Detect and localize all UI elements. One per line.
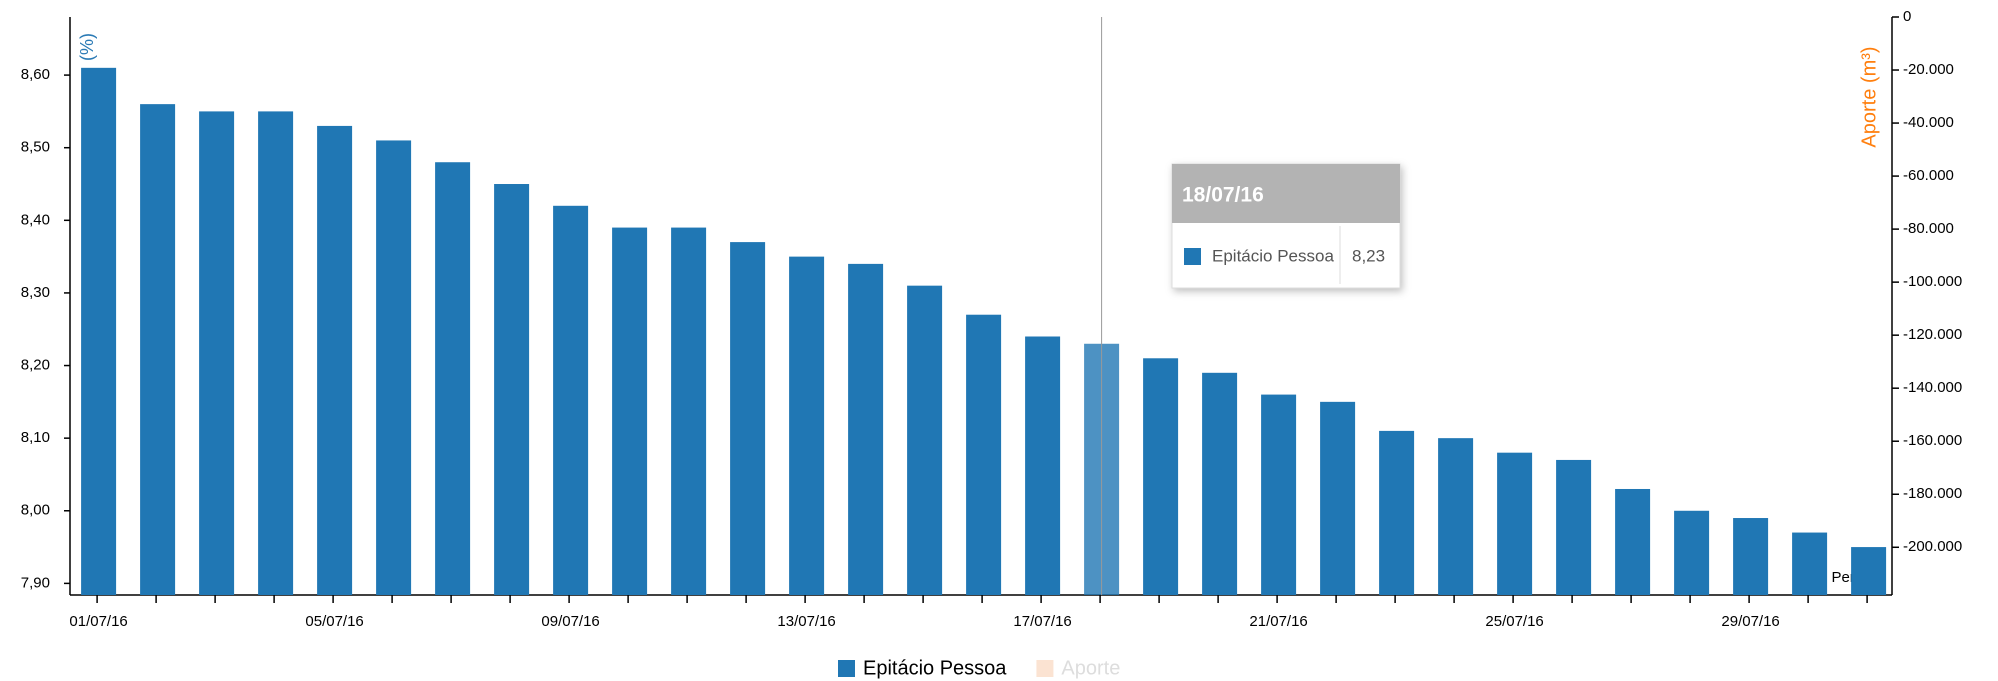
y2-tick-label: -20.000 (1903, 61, 1954, 78)
y-tick-label: 8,40 (21, 211, 50, 228)
bar (1379, 430, 1415, 595)
bar (1792, 532, 1828, 595)
bar (140, 104, 176, 595)
bar (1615, 488, 1651, 595)
y-tick-label: 7,90 (21, 574, 50, 591)
tooltip-swatch (1184, 248, 1201, 265)
x-tick-label: 01/07/16 (69, 613, 127, 630)
x-tick-label: 29/07/16 (1721, 613, 1779, 630)
bar (1733, 518, 1769, 595)
bar (81, 67, 117, 595)
legend-label: Aporte (1061, 657, 1120, 679)
y-tick-label: 8,60 (21, 66, 50, 83)
x-tick-label: 17/07/16 (1013, 613, 1071, 630)
bar (1202, 372, 1238, 595)
bar (317, 125, 353, 595)
bar (671, 227, 707, 596)
bar (848, 263, 884, 595)
y-tick-label: 8,00 (21, 502, 50, 519)
tooltip: 18/07/16 Epitácio Pessoa 8,23 (1171, 163, 1401, 289)
bar (1025, 336, 1061, 595)
y-tick-label: 8,20 (21, 357, 50, 374)
bar (553, 205, 589, 595)
y-axis-label: (%) (77, 33, 97, 61)
bar (907, 285, 943, 595)
bar (966, 314, 1002, 595)
y2-tick-label: -60.000 (1903, 167, 1954, 184)
bar (789, 256, 825, 595)
y-tick-label: 8,10 (21, 429, 50, 446)
tooltip-title: 18/07/16 (1182, 184, 1264, 207)
legend-swatch (1036, 660, 1054, 677)
y2-tick-label: -140.000 (1903, 379, 1962, 396)
bar (494, 184, 530, 595)
y2-tick-label: -180.000 (1903, 485, 1962, 502)
legend-item[interactable]: Aporte (1036, 657, 1120, 679)
bar (258, 111, 294, 596)
bar (435, 162, 471, 595)
legend-swatch (838, 660, 855, 677)
y2-tick-label: -160.000 (1903, 432, 1962, 449)
y2-tick-label: 0 (1903, 8, 1911, 25)
y2-tick-label: -40.000 (1903, 114, 1954, 131)
y2-tick-label: -200.000 (1903, 538, 1962, 555)
y-tick-label: 8,50 (21, 139, 50, 156)
x-tick-label: 21/07/16 (1249, 613, 1307, 630)
x-tick-label: 13/07/16 (777, 613, 835, 630)
bar (376, 140, 412, 596)
tooltip-series: Epitácio Pessoa (1212, 246, 1334, 265)
tooltip-value: 8,23 (1352, 246, 1385, 265)
bar (730, 242, 766, 595)
y2-axis-label: Aporte (m³) (1858, 46, 1880, 147)
legend-label: Epitácio Pessoa (863, 657, 1007, 679)
bar (1851, 547, 1887, 595)
y2-tick-label: -120.000 (1903, 326, 1962, 343)
bar (612, 227, 648, 596)
bar (1261, 394, 1297, 595)
bar (1143, 358, 1179, 595)
y2-tick-label: -80.000 (1903, 220, 1954, 237)
bar (1556, 459, 1592, 595)
tooltip-header (1172, 164, 1400, 223)
bar (1438, 438, 1474, 595)
x-tick-label: 05/07/16 (305, 613, 363, 630)
bar (199, 111, 235, 596)
bar (1320, 401, 1356, 595)
x-tick-label: 25/07/16 (1485, 613, 1543, 630)
legend-item[interactable]: Epitácio Pessoa (838, 657, 1007, 679)
bar (1674, 510, 1710, 595)
y-tick-label: 8,30 (21, 284, 50, 301)
bar (1497, 452, 1533, 595)
y2-tick-label: -100.000 (1903, 273, 1962, 290)
x-tick-label: 09/07/16 (541, 613, 599, 630)
